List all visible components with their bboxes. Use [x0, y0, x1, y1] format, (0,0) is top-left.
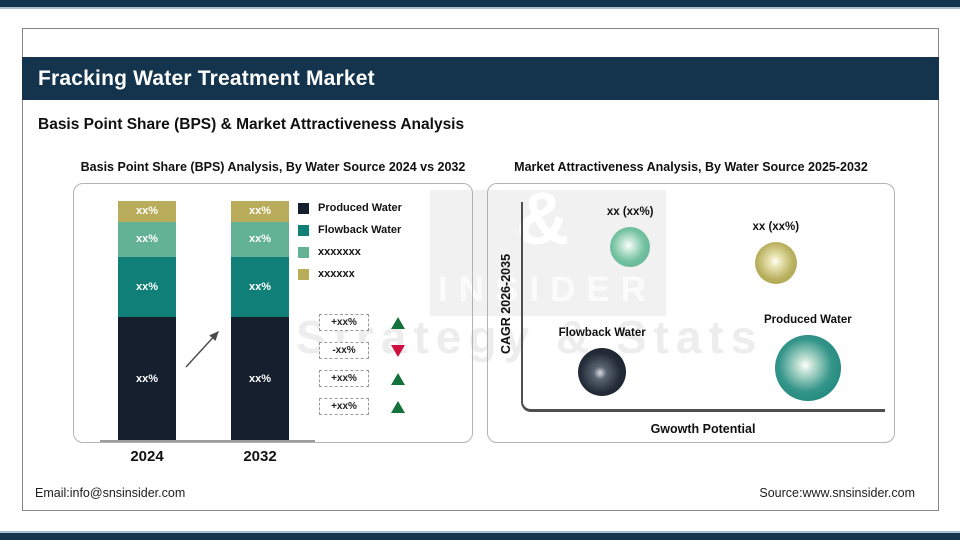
- attractiveness-chart-panel: [487, 183, 895, 443]
- bubble-label: xx (xx%): [752, 220, 800, 233]
- footer-source: Source:www.snsinsider.com: [759, 486, 915, 500]
- triangle-up-icon: [391, 372, 405, 385]
- bps-indicators: +xx% -xx% +xx% +xx%: [319, 314, 405, 426]
- legend-item: xxxxxxx: [298, 246, 402, 258]
- bubble-flowback-water: [578, 348, 627, 397]
- x-axis-tick-label: 2032: [243, 448, 277, 465]
- bar-segment-label: xx%: [135, 205, 159, 218]
- legend-swatch: [298, 246, 309, 258]
- bps-legend: Produced Water Flowback Water xxxxxxx xxxxx…: [298, 202, 402, 290]
- change-value-box: +xx%: [319, 398, 369, 415]
- bar-segment: xx%: [231, 201, 289, 222]
- bps-chart-panel: [73, 183, 473, 443]
- attractiveness-axes: [521, 202, 885, 412]
- bps-baseline: [100, 440, 315, 442]
- change-value-box: -xx%: [319, 342, 369, 359]
- bar-segment-label: xx%: [135, 372, 159, 385]
- legend-swatch: [298, 268, 309, 280]
- bubble-label: Produced Water: [763, 314, 852, 327]
- x-axis-tick-label: 2024: [130, 448, 164, 465]
- growth-arrow-icon: [185, 330, 219, 368]
- bar-segment-label: xx%: [135, 280, 159, 293]
- bubble-xxxxxxx: [610, 226, 651, 267]
- change-indicator-row: +xx%: [319, 398, 405, 415]
- legend-label: xxxxxx: [318, 268, 355, 280]
- bubble-label: Flowback Water: [558, 327, 646, 340]
- legend-item: Flowback Water: [298, 224, 402, 236]
- watermark-ampersand: &: [516, 177, 570, 260]
- legend-label: Produced Water: [318, 202, 402, 214]
- stacked-bar-2024: xx% xx% xx% xx%: [118, 201, 176, 441]
- bar-segment: xx%: [231, 316, 289, 441]
- bar-segment-label: xx%: [135, 233, 159, 246]
- stacked-bar-2032: xx% xx% xx% xx%: [231, 201, 289, 441]
- legend-item: Produced Water: [298, 202, 402, 214]
- bottom-accent-bar: [0, 531, 960, 540]
- top-accent-bar: [0, 0, 960, 9]
- triangle-up-icon: [391, 400, 405, 413]
- x-axis-label: Gwowth Potential: [650, 422, 756, 436]
- bar-segment: xx%: [118, 316, 176, 441]
- change-indicator-row: +xx%: [319, 370, 405, 387]
- page-subtitle: Basis Point Share (BPS) & Market Attract…: [38, 116, 465, 133]
- bar-segment: xx%: [118, 256, 176, 317]
- legend-label: Flowback Water: [318, 224, 402, 236]
- attractiveness-chart-title: Market Attractiveness Analysis, By Water…: [514, 160, 868, 174]
- legend-label: xxxxxxx: [318, 246, 361, 258]
- triangle-down-icon: [391, 344, 405, 357]
- bar-segment: xx%: [231, 256, 289, 317]
- bar-segment-label: xx%: [248, 205, 272, 218]
- bar-segment: xx%: [118, 201, 176, 222]
- watermark-tagline: Strategy & Stats: [296, 311, 764, 363]
- bubble-produced-water: [774, 335, 841, 402]
- y-axis-label: CAGR 2026-2035: [499, 253, 513, 355]
- legend-item: xxxxxx: [298, 268, 402, 280]
- bubble-label: xx (xx%): [606, 205, 654, 218]
- footer-email: Email:info@snsinsider.com: [35, 486, 186, 500]
- bar-segment-label: xx%: [248, 372, 272, 385]
- change-value-box: +xx%: [319, 314, 369, 331]
- page-title: Fracking Water Treatment Market: [38, 66, 375, 90]
- bar-segment-label: xx%: [248, 233, 272, 246]
- change-value-box: +xx%: [319, 370, 369, 387]
- triangle-up-icon: [391, 316, 405, 329]
- bar-segment: xx%: [231, 221, 289, 257]
- bubble-xxxxxx: [754, 241, 797, 284]
- legend-swatch: [298, 202, 309, 214]
- bps-chart-title: Basis Point Share (BPS) Analysis, By Wat…: [80, 160, 466, 174]
- bar-segment: xx%: [118, 221, 176, 257]
- legend-swatch: [298, 224, 309, 236]
- change-indicator-row: -xx%: [319, 342, 405, 359]
- bar-segment-label: xx%: [248, 280, 272, 293]
- change-indicator-row: +xx%: [319, 314, 405, 331]
- title-banner: Fracking Water Treatment Market: [22, 57, 939, 100]
